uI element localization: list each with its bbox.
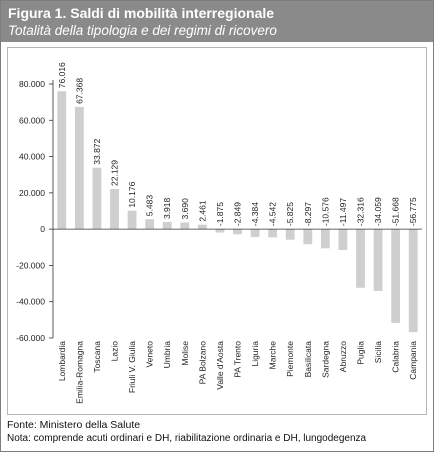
y-tick-label: -40.000: [16, 297, 45, 307]
bar: [162, 222, 172, 230]
bar: [215, 229, 225, 233]
category-label: PA Bolzano: [197, 341, 207, 385]
bar: [285, 229, 295, 240]
y-tick-label: 60.000: [19, 115, 45, 125]
category-label: Friuli V. Giulia: [127, 341, 137, 393]
footnote: Nota: comprende acuti ordinari e DH, ria…: [7, 433, 367, 444]
value-label: -10.576: [320, 197, 330, 226]
category-label: PA Trento: [233, 341, 243, 378]
value-label: 10.176: [127, 181, 137, 207]
bar-chart: 80.000 60.000 40.000 20.000 0 -20.000 -40.000 -…: [16, 62, 422, 404]
chart-area: 80.000 60.000 40.000 20.000 0 -20.000 -40.000 -…: [7, 47, 427, 415]
bar: [110, 188, 119, 230]
y-tick-label: 80.000: [19, 79, 45, 89]
category-label: Umbria: [162, 341, 172, 369]
bar: [320, 229, 330, 249]
value-label: -4.384: [250, 202, 260, 226]
value-label: -1.875: [215, 202, 225, 226]
category-label: Sardegna: [320, 341, 330, 378]
figure-footer: Fonte: Ministero della Salute Nota: comp…: [7, 419, 427, 445]
bar: [127, 210, 137, 230]
bar: [92, 167, 102, 230]
bar: [391, 229, 401, 323]
value-label: 67.368: [74, 78, 84, 104]
category-label: Piemonte: [285, 341, 295, 377]
category-label: Calabria: [391, 341, 401, 373]
category-label: Basilicata: [303, 341, 313, 378]
value-label: -4.542: [268, 202, 278, 226]
y-tick-label: 0: [40, 224, 45, 234]
category-label: Sicilia: [373, 341, 383, 363]
category-label: Toscana: [92, 341, 102, 373]
value-label: -34.059: [373, 197, 383, 226]
bar: [74, 106, 84, 230]
bar: [408, 229, 418, 333]
category-label: Puglia: [356, 341, 366, 365]
category-label: Campania: [408, 341, 418, 380]
y-tick-label: -60.000: [16, 333, 45, 343]
bar: [303, 229, 313, 245]
category-label: Veneto: [145, 341, 155, 368]
source-note: Fonte: Ministero della Salute: [7, 419, 141, 431]
value-label: 3.918: [162, 197, 172, 219]
value-label: 76.016: [57, 62, 67, 88]
category-label: Valle d'Aosta: [215, 341, 225, 390]
y-tick-label: 20.000: [19, 188, 45, 198]
category-label: Molise: [180, 341, 190, 366]
value-label: 33.872: [92, 138, 102, 164]
value-label: -32.316: [356, 197, 366, 226]
bar: [356, 229, 365, 288]
value-label: 5.483: [145, 195, 155, 217]
bar: [268, 229, 278, 238]
bar: [233, 229, 242, 235]
bar: [197, 224, 207, 230]
bar: [373, 229, 383, 291]
figure-subtitle: Totalità della tipologia e dei regimi di…: [8, 23, 277, 38]
bar: [57, 91, 67, 230]
category-label: Lazio: [110, 341, 120, 362]
bar: [338, 229, 348, 251]
value-label: -8.297: [303, 202, 313, 226]
y-tick-label: -20.000: [16, 260, 45, 270]
value-label: -11.497: [338, 198, 348, 226]
value-label: -5.825: [285, 202, 295, 226]
title-band: Figura 1. Saldi di mobilità interregiona…: [1, 1, 433, 42]
bar: [145, 219, 155, 230]
value-label: 2.461: [197, 200, 207, 222]
figure-title: Figura 1. Saldi di mobilità interregiona…: [8, 5, 275, 21]
value-label: -56.775: [408, 197, 418, 226]
bar: [250, 229, 260, 238]
value-label: 22.129: [110, 160, 120, 186]
category-label: Abruzzo: [338, 341, 348, 372]
value-label: 3.690: [180, 198, 190, 220]
category-label: Liguria: [250, 341, 260, 367]
bar: [180, 222, 190, 230]
category-label: Lombardia: [57, 341, 67, 381]
category-label: Emilia-Romagna: [74, 341, 84, 404]
y-tick-label: 40.000: [19, 152, 45, 162]
value-label: -2.849: [233, 202, 243, 226]
category-label: Marche: [268, 341, 278, 370]
value-label: -51.668: [391, 197, 401, 226]
